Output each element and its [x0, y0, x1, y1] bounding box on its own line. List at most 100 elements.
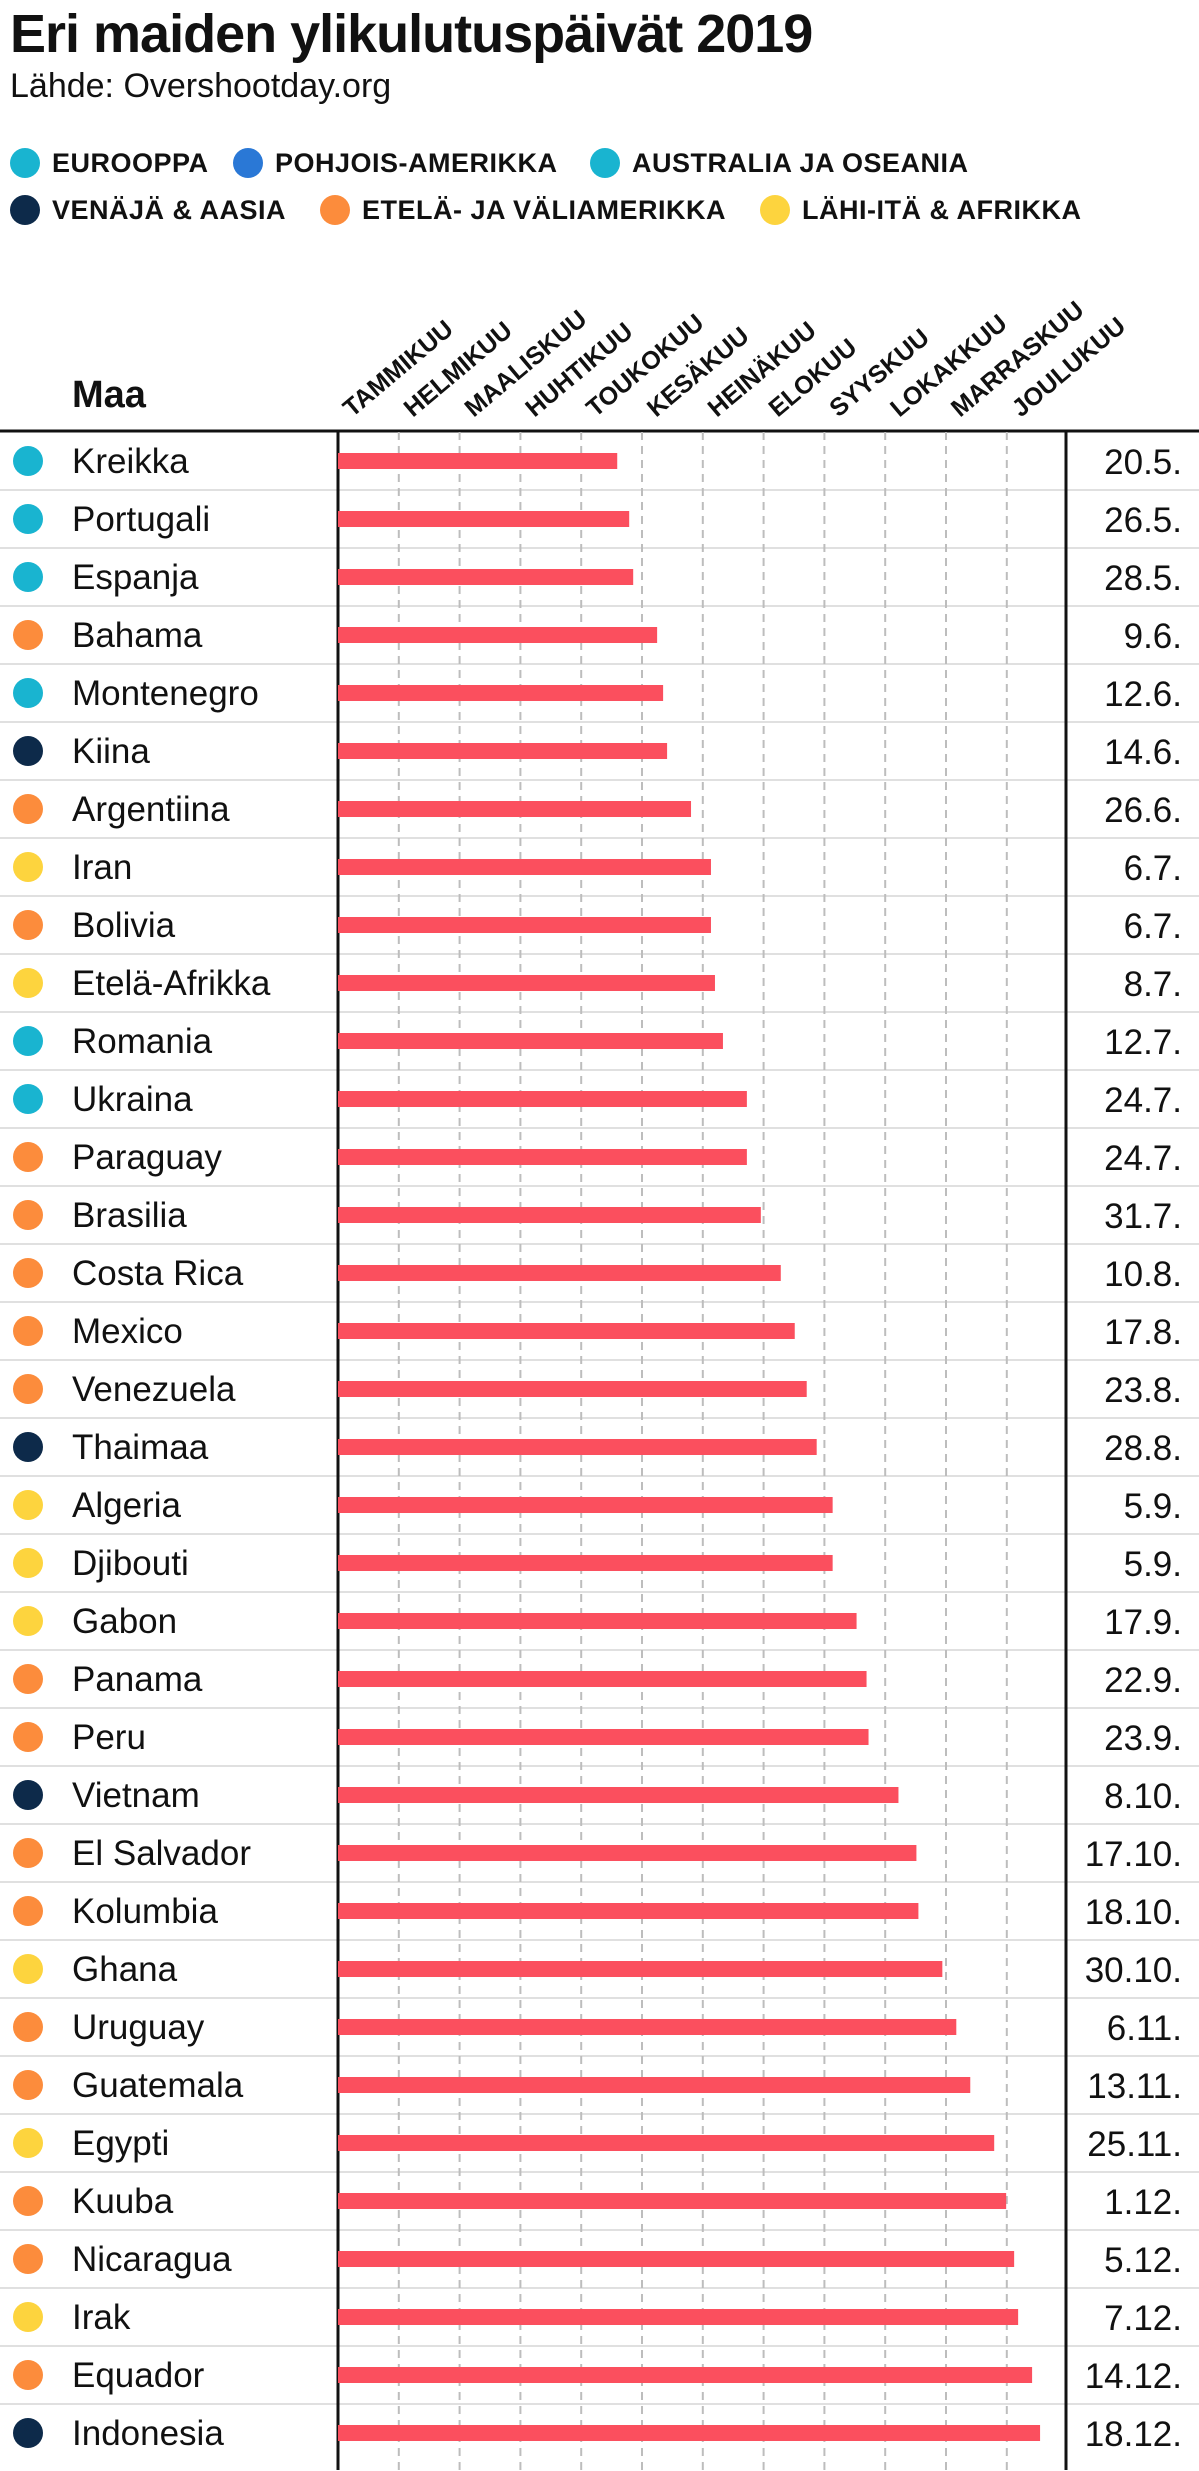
country-label: Portugali — [72, 500, 210, 539]
region-dot — [13, 620, 43, 650]
bar — [338, 1265, 781, 1281]
bar — [338, 1845, 917, 1861]
region-dot — [13, 562, 43, 592]
bar — [338, 511, 630, 527]
bar — [338, 2367, 1033, 2383]
date-label: 8.7. — [1124, 965, 1182, 1004]
country-label: Peru — [72, 1718, 146, 1757]
region-dot — [13, 2128, 43, 2158]
date-label: 26.6. — [1104, 791, 1182, 830]
country-label: Algeria — [72, 1486, 181, 1525]
legend-dot-eurooppa — [10, 148, 40, 178]
bar — [338, 2251, 1015, 2267]
country-label: Etelä-Afrikka — [72, 964, 271, 1003]
bar — [338, 627, 658, 643]
legend-dot-venaja-aasia — [10, 195, 40, 225]
country-label: Vietnam — [72, 1776, 200, 1815]
region-dot — [13, 1084, 43, 1114]
date-label: 17.8. — [1104, 1313, 1182, 1352]
region-dot — [13, 2302, 43, 2332]
bar — [338, 2193, 1007, 2209]
region-dot — [13, 1606, 43, 1636]
region-dot — [13, 1722, 43, 1752]
country-label: Irak — [72, 2298, 131, 2337]
region-dot — [13, 446, 43, 476]
region-dot — [13, 1664, 43, 1694]
region-dot — [13, 736, 43, 766]
date-label: 20.5. — [1104, 443, 1182, 482]
country-label: Guatemala — [72, 2066, 244, 2105]
bar — [338, 1729, 869, 1745]
bar — [338, 1381, 807, 1397]
legend-item-etela-ja-valiamerikka: ETELÄ- JA VÄLIAMERIKKA — [320, 190, 726, 230]
date-label: 6.7. — [1124, 849, 1182, 888]
bar — [338, 1555, 833, 1571]
date-label: 14.12. — [1085, 2357, 1182, 2396]
bar — [338, 743, 668, 759]
region-dot — [13, 2418, 43, 2448]
region-dot — [13, 2244, 43, 2274]
country-label: Ukraina — [72, 1080, 193, 1119]
country-label: Thaimaa — [72, 1428, 209, 1467]
date-label: 28.8. — [1104, 1429, 1182, 1468]
bar — [338, 859, 711, 875]
country-label: Montenegro — [72, 674, 259, 713]
bar — [338, 453, 618, 469]
country-label: Uruguay — [72, 2008, 205, 2047]
date-label: 28.5. — [1104, 559, 1182, 598]
source-note: Lähde: Overshootday.org — [10, 67, 392, 105]
legend-label-australia-ja-oseania: AUSTRALIA JA OSEANIA — [632, 147, 969, 178]
date-label: 8.10. — [1104, 1777, 1182, 1816]
country-label: Gabon — [72, 1602, 177, 1641]
date-label: 23.9. — [1104, 1719, 1182, 1758]
country-label: Equador — [72, 2356, 205, 2395]
country-label: Bolivia — [72, 906, 176, 945]
region-dot — [13, 1374, 43, 1404]
bar — [338, 1903, 919, 1919]
date-label: 17.10. — [1085, 1835, 1182, 1874]
date-label: 5.12. — [1104, 2241, 1182, 2280]
date-label: 12.7. — [1104, 1023, 1182, 1062]
date-label: 6.11. — [1107, 2009, 1182, 2048]
region-dot — [13, 1432, 43, 1462]
bar — [338, 2077, 971, 2093]
bar — [338, 1439, 817, 1455]
date-label: 17.9. — [1104, 1603, 1182, 1642]
country-label: Kreikka — [72, 442, 189, 481]
region-dot — [13, 1780, 43, 1810]
country-label: Nicaragua — [72, 2240, 232, 2279]
country-label: Iran — [72, 848, 132, 887]
date-label: 25.11. — [1087, 2125, 1182, 2164]
region-dot — [13, 1026, 43, 1056]
bar — [338, 1613, 857, 1629]
date-label: 13.11. — [1087, 2067, 1182, 2106]
date-label: 22.9. — [1104, 1661, 1182, 1700]
bar — [338, 1497, 833, 1513]
region-dot — [13, 852, 43, 882]
bar — [338, 2135, 995, 2151]
date-label: 18.10. — [1085, 1893, 1182, 1932]
country-label: El Salvador — [72, 1834, 251, 1873]
bar — [338, 1323, 795, 1339]
bar — [338, 2309, 1019, 2325]
region-dot — [13, 2070, 43, 2100]
legend-item-pohjois-amerikka: POHJOIS-AMERIKKA — [233, 143, 558, 183]
date-label: 5.9. — [1124, 1487, 1182, 1526]
date-label: 24.7. — [1104, 1081, 1182, 1120]
legend: EUROOPPA POHJOIS-AMERIKKA AUSTRALIA JA O… — [0, 140, 1199, 250]
legend-label-etela-ja-valiamerikka: ETELÄ- JA VÄLIAMERIKKA — [362, 194, 727, 225]
date-label: 9.6. — [1124, 617, 1182, 656]
page-title: Eri maiden ylikulutuspäivät 2019 — [10, 4, 813, 64]
country-label: Argentiina — [72, 790, 230, 829]
bar — [338, 1033, 723, 1049]
region-dot — [13, 1490, 43, 1520]
date-label: 7.12. — [1104, 2299, 1182, 2338]
legend-item-eurooppa: EUROOPPA — [10, 143, 209, 183]
country-label: Bahama — [72, 616, 203, 655]
country-label: Kolumbia — [72, 1892, 218, 1931]
country-label: Mexico — [72, 1312, 183, 1351]
date-label: 30.10. — [1085, 1951, 1182, 1990]
country-label: Kiina — [72, 732, 150, 771]
bar — [338, 1961, 943, 1977]
